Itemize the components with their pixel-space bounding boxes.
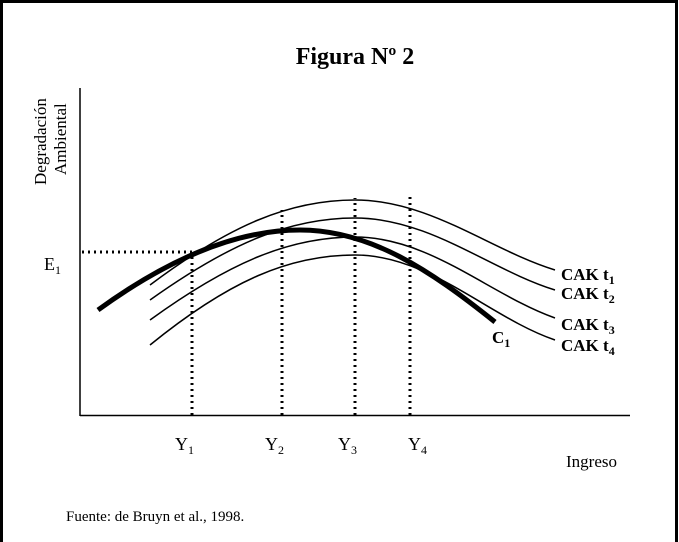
text-part: CAK t — [561, 265, 609, 284]
text-part: Y — [408, 434, 421, 454]
text-part: 4 — [609, 344, 615, 358]
text-part: Y — [265, 434, 278, 454]
text-part: 4 — [421, 443, 427, 457]
cak-curves — [149, 199, 556, 346]
y3-label: Y3 — [338, 434, 357, 457]
text-part: 2 — [609, 292, 615, 306]
text-part: C — [492, 328, 504, 347]
cak-t1-label: CAK t1 — [561, 265, 615, 287]
text-part: 1 — [609, 273, 615, 287]
text-part: CAK t — [561, 315, 609, 334]
y-axis-label: Degradación — [31, 98, 50, 185]
text-part: Y — [175, 434, 188, 454]
text-part: 3 — [609, 323, 615, 337]
cak-t2-label: CAK t2 — [561, 284, 615, 306]
text-part: 1 — [55, 263, 61, 277]
x-axis-label: Ingreso — [566, 452, 617, 471]
text-part: CAK t — [561, 336, 609, 355]
source: Fuente: de Bruyn et al., 1998. — [66, 509, 244, 525]
text-part: 2 — [278, 443, 284, 457]
c1-label: C1 — [492, 328, 510, 350]
cak-t3-label: CAK t3 — [561, 315, 615, 337]
cak-t4-label: CAK t4 — [561, 336, 615, 358]
text-part: E — [44, 254, 55, 274]
text-part: CAK t — [561, 284, 609, 303]
text-part: Y — [338, 434, 351, 454]
e-label: E1 — [44, 254, 61, 277]
y-axis-label: Ambiental — [51, 103, 70, 175]
y4-label: Y4 — [408, 434, 427, 457]
title: Figura Nº 2 — [296, 44, 415, 70]
y1-label: Y1 — [175, 434, 194, 457]
text-part: 3 — [351, 443, 357, 457]
text-part: 1 — [188, 443, 194, 457]
guides — [82, 193, 412, 415]
text-part: 1 — [504, 336, 510, 350]
c1-curve — [96, 227, 497, 324]
y2-label: Y2 — [265, 434, 284, 457]
